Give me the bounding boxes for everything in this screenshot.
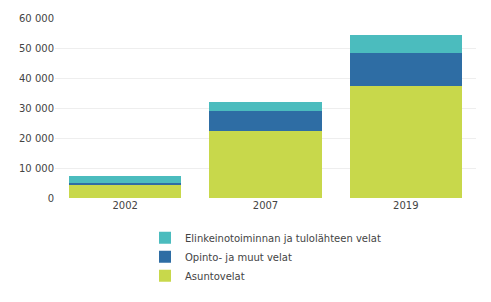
svg-text:60 000: 60 000 xyxy=(19,13,54,24)
svg-text:40 000: 40 000 xyxy=(19,73,54,84)
svg-text:50 000: 50 000 xyxy=(19,43,54,54)
svg-text:30 000: 30 000 xyxy=(19,103,54,114)
svg-text:2007: 2007 xyxy=(253,200,278,211)
svg-text:0: 0 xyxy=(48,193,54,204)
svg-text:Asuntovelat: Asuntovelat xyxy=(185,271,245,282)
svg-text:10 000: 10 000 xyxy=(19,163,54,174)
svg-text:20 000: 20 000 xyxy=(19,133,54,144)
svg-text:Opinto- ja muut velat: Opinto- ja muut velat xyxy=(185,252,292,263)
svg-text:Elinkeinotoiminnan ja tuloläht: Elinkeinotoiminnan ja tulolähteen velat xyxy=(185,233,381,244)
svg-text:2002: 2002 xyxy=(112,200,137,211)
svg-text:2019: 2019 xyxy=(393,200,418,211)
